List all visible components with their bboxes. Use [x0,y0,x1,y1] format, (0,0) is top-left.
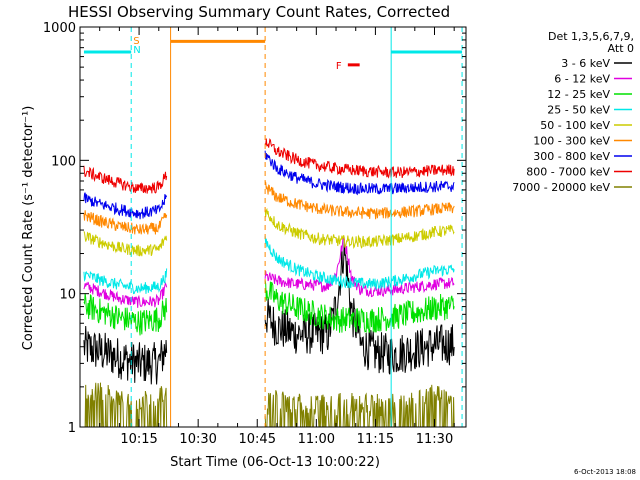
series-layer [83,138,455,428]
flare-marker-label: F [336,61,342,72]
legend-label: 3 - 6 keV [561,57,610,70]
legend: Det 1,3,5,6,7,9,Att 0 3 - 6 keV 6 - 12 keV… [512,30,634,194]
legend-label: 100 - 300 keV [533,135,610,148]
annotation-layer: F SN [83,27,463,427]
legend-header: Det 1,3,5,6,7,9, [548,30,634,43]
x-tick-label: 11:00 [298,432,335,447]
y-tick-label: 100 [51,154,76,169]
x-axis-label: Start Time (06-Oct-13 10:00:22) [170,455,380,470]
y-tick-label: 10 [59,288,76,303]
saa-marker-label: S [133,36,139,47]
series-line [83,181,455,235]
plot-timestamp: 6-Oct-2013 18:08 [574,468,636,476]
y-axis-label: Corrected Count Rate (s⁻¹ detector⁻¹) [21,106,36,351]
night-marker-label: N [133,45,140,56]
series-line [83,150,455,220]
plot-frame [79,26,467,428]
series-line [83,236,455,308]
x-tick-label: 11:30 [416,432,453,447]
legend-header: Att 0 [608,42,634,55]
axis-layer: 10:15 10:30 10:45 11:00 11:15 11:30 1 10 100 1000 [43,21,466,447]
legend-label: 25 - 50 keV [547,104,610,117]
legend-label: 800 - 7000 keV [526,166,610,179]
legend-label: 6 - 12 keV [554,73,610,86]
series-line [83,280,455,336]
legend-label: 12 - 25 keV [547,88,610,101]
y-tick-label: 1000 [43,21,76,36]
chart-title: HESSI Observing Summary Count Rates, Cor… [68,3,450,21]
legend-label: 7000 - 20000 keV [512,181,610,194]
x-tick-label: 10:15 [120,432,157,447]
series-line [83,138,455,194]
legend-label: 300 - 800 keV [533,150,610,163]
x-tick-label: 10:45 [239,432,276,447]
legend-label: 50 - 100 keV [540,119,610,132]
y-tick-label: 1 [68,421,76,436]
series-line [83,236,455,295]
x-tick-label: 10:30 [179,432,216,447]
series-line [83,207,455,257]
x-tick-label: 11:15 [357,432,394,447]
